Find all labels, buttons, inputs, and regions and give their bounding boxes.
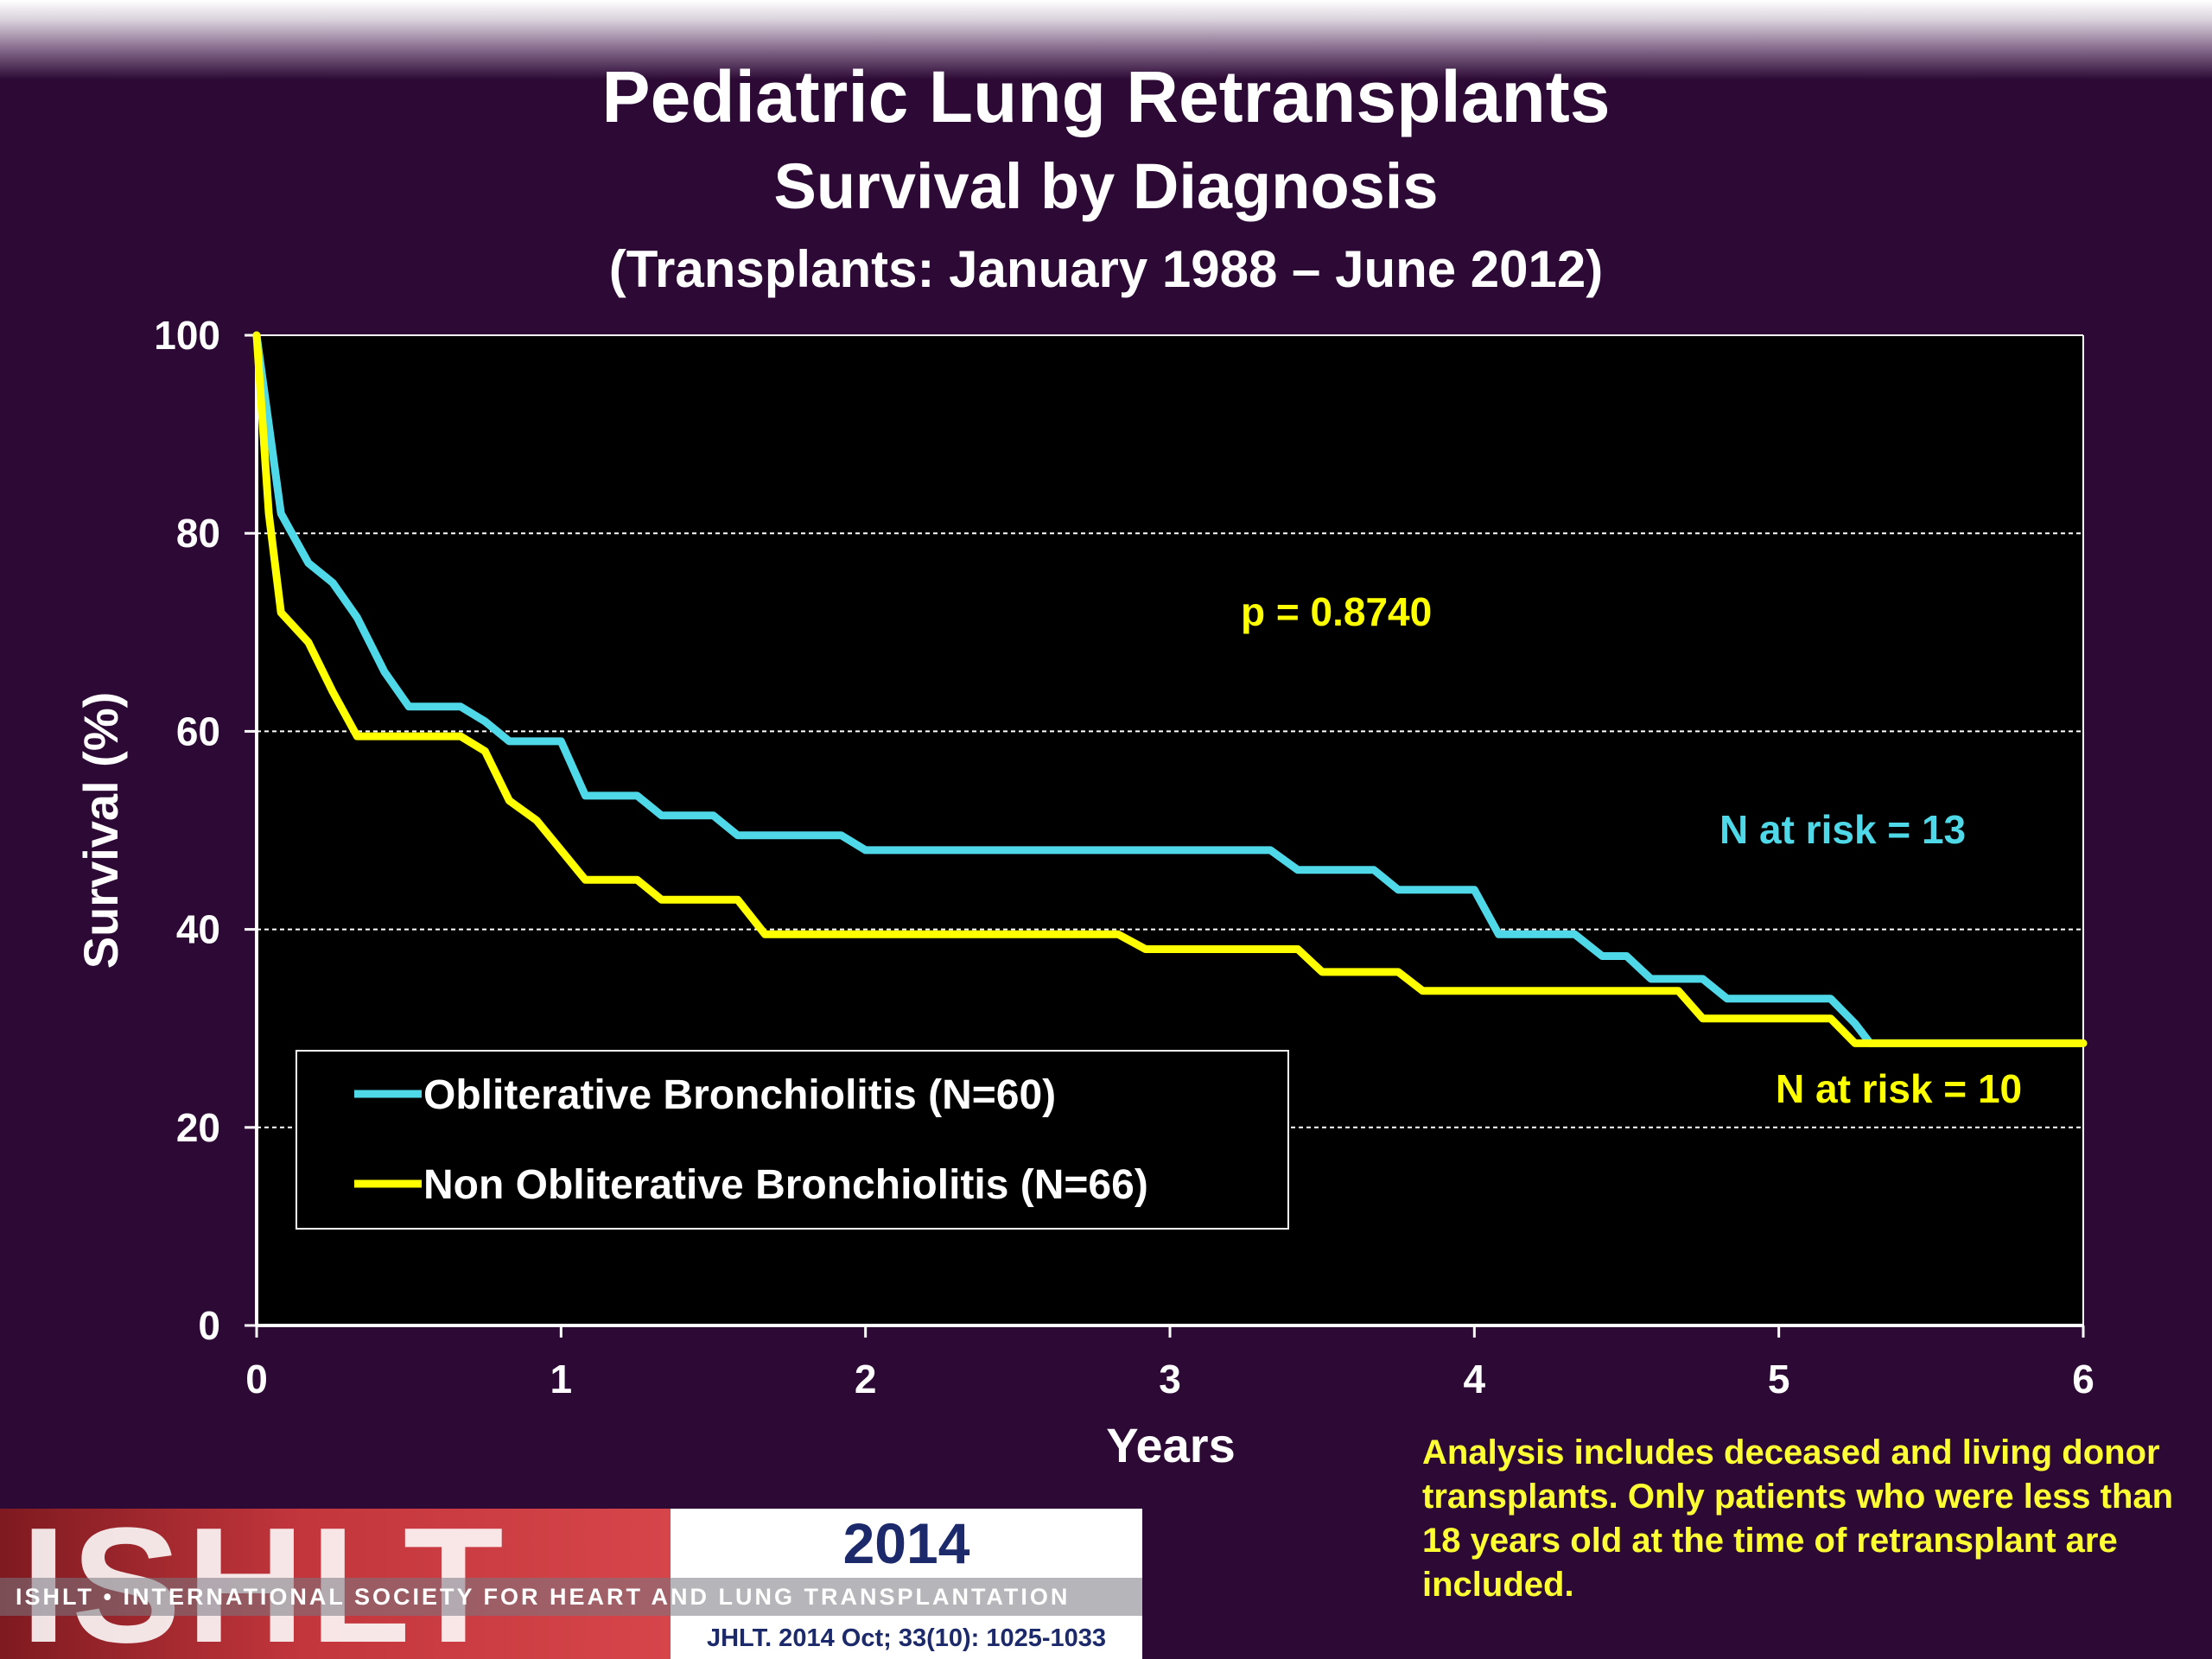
x-tick-label: 6 bbox=[2072, 1357, 2094, 1402]
chart-title: Pediatric Lung Retransplants bbox=[601, 56, 1611, 137]
footnote: Analysis includes deceased and living do… bbox=[1422, 1433, 2174, 1604]
n-at-risk-nonob-annotation: N at risk = 10 bbox=[1776, 1066, 2022, 1111]
top-gradient-band bbox=[0, 0, 2212, 79]
y-tick-label: 20 bbox=[176, 1105, 220, 1150]
x-tick-label: 3 bbox=[1159, 1357, 1181, 1402]
legend-label-ob: Obliterative Bronchiolitis (N=60) bbox=[423, 1072, 1056, 1118]
n-at-risk-ob-annotation: N at risk = 13 bbox=[1719, 807, 1966, 852]
x-tick-label: 1 bbox=[550, 1357, 573, 1402]
logo-org-strip: ISHLT • INTERNATIONAL SOCIETY FOR HEART … bbox=[0, 1578, 1142, 1616]
x-tick-label: 2 bbox=[855, 1357, 877, 1402]
axes bbox=[245, 334, 2085, 1338]
series-lines bbox=[252, 331, 2088, 1047]
y-tick-label: 100 bbox=[154, 313, 220, 358]
y-tick-label: 0 bbox=[198, 1303, 220, 1348]
legend-box bbox=[296, 1050, 1289, 1230]
tick-labels: 0 20 40 60 80 100 0 1 2 3 4 5 6 bbox=[154, 313, 2094, 1402]
series-line-obliterative-bronchiolitis bbox=[252, 331, 2088, 1047]
x-tick-label: 0 bbox=[245, 1357, 268, 1402]
series-line-non-obliterative-bronchiolitis bbox=[252, 331, 2088, 1047]
logo-year: 2014 bbox=[842, 1511, 970, 1575]
y-axis-label: Survival (%) bbox=[73, 692, 128, 969]
y-tick-label: 80 bbox=[176, 511, 220, 556]
ishlt-logo: ISHLT 2014 ISHLT • INTERNATIONAL SOCIETY… bbox=[0, 1509, 1142, 1659]
x-tick-label: 5 bbox=[1768, 1357, 1790, 1402]
p-value-annotation: p = 0.8740 bbox=[1241, 589, 1432, 634]
chart-subtitle: Survival by Diagnosis bbox=[773, 150, 1439, 222]
legend-label-nonob: Non Obliterative Bronchiolitis (N=66) bbox=[423, 1162, 1148, 1208]
x-tick-label: 4 bbox=[1464, 1357, 1486, 1402]
legend: Obliterative Bronchiolitis (N=60) Non Ob… bbox=[296, 1050, 1289, 1230]
title-block: Pediatric Lung Retransplants Survival by… bbox=[0, 54, 2212, 306]
y-tick-label: 40 bbox=[176, 907, 220, 952]
x-axis-label: Years bbox=[1106, 1418, 1236, 1472]
y-tick-label: 60 bbox=[176, 709, 220, 753]
journal-citation: JHLT. 2014 Oct; 33(10): 1025-1033 bbox=[706, 1624, 1107, 1652]
chart-date-range: (Transplants: January 1988 – June 2012) bbox=[608, 240, 1604, 298]
